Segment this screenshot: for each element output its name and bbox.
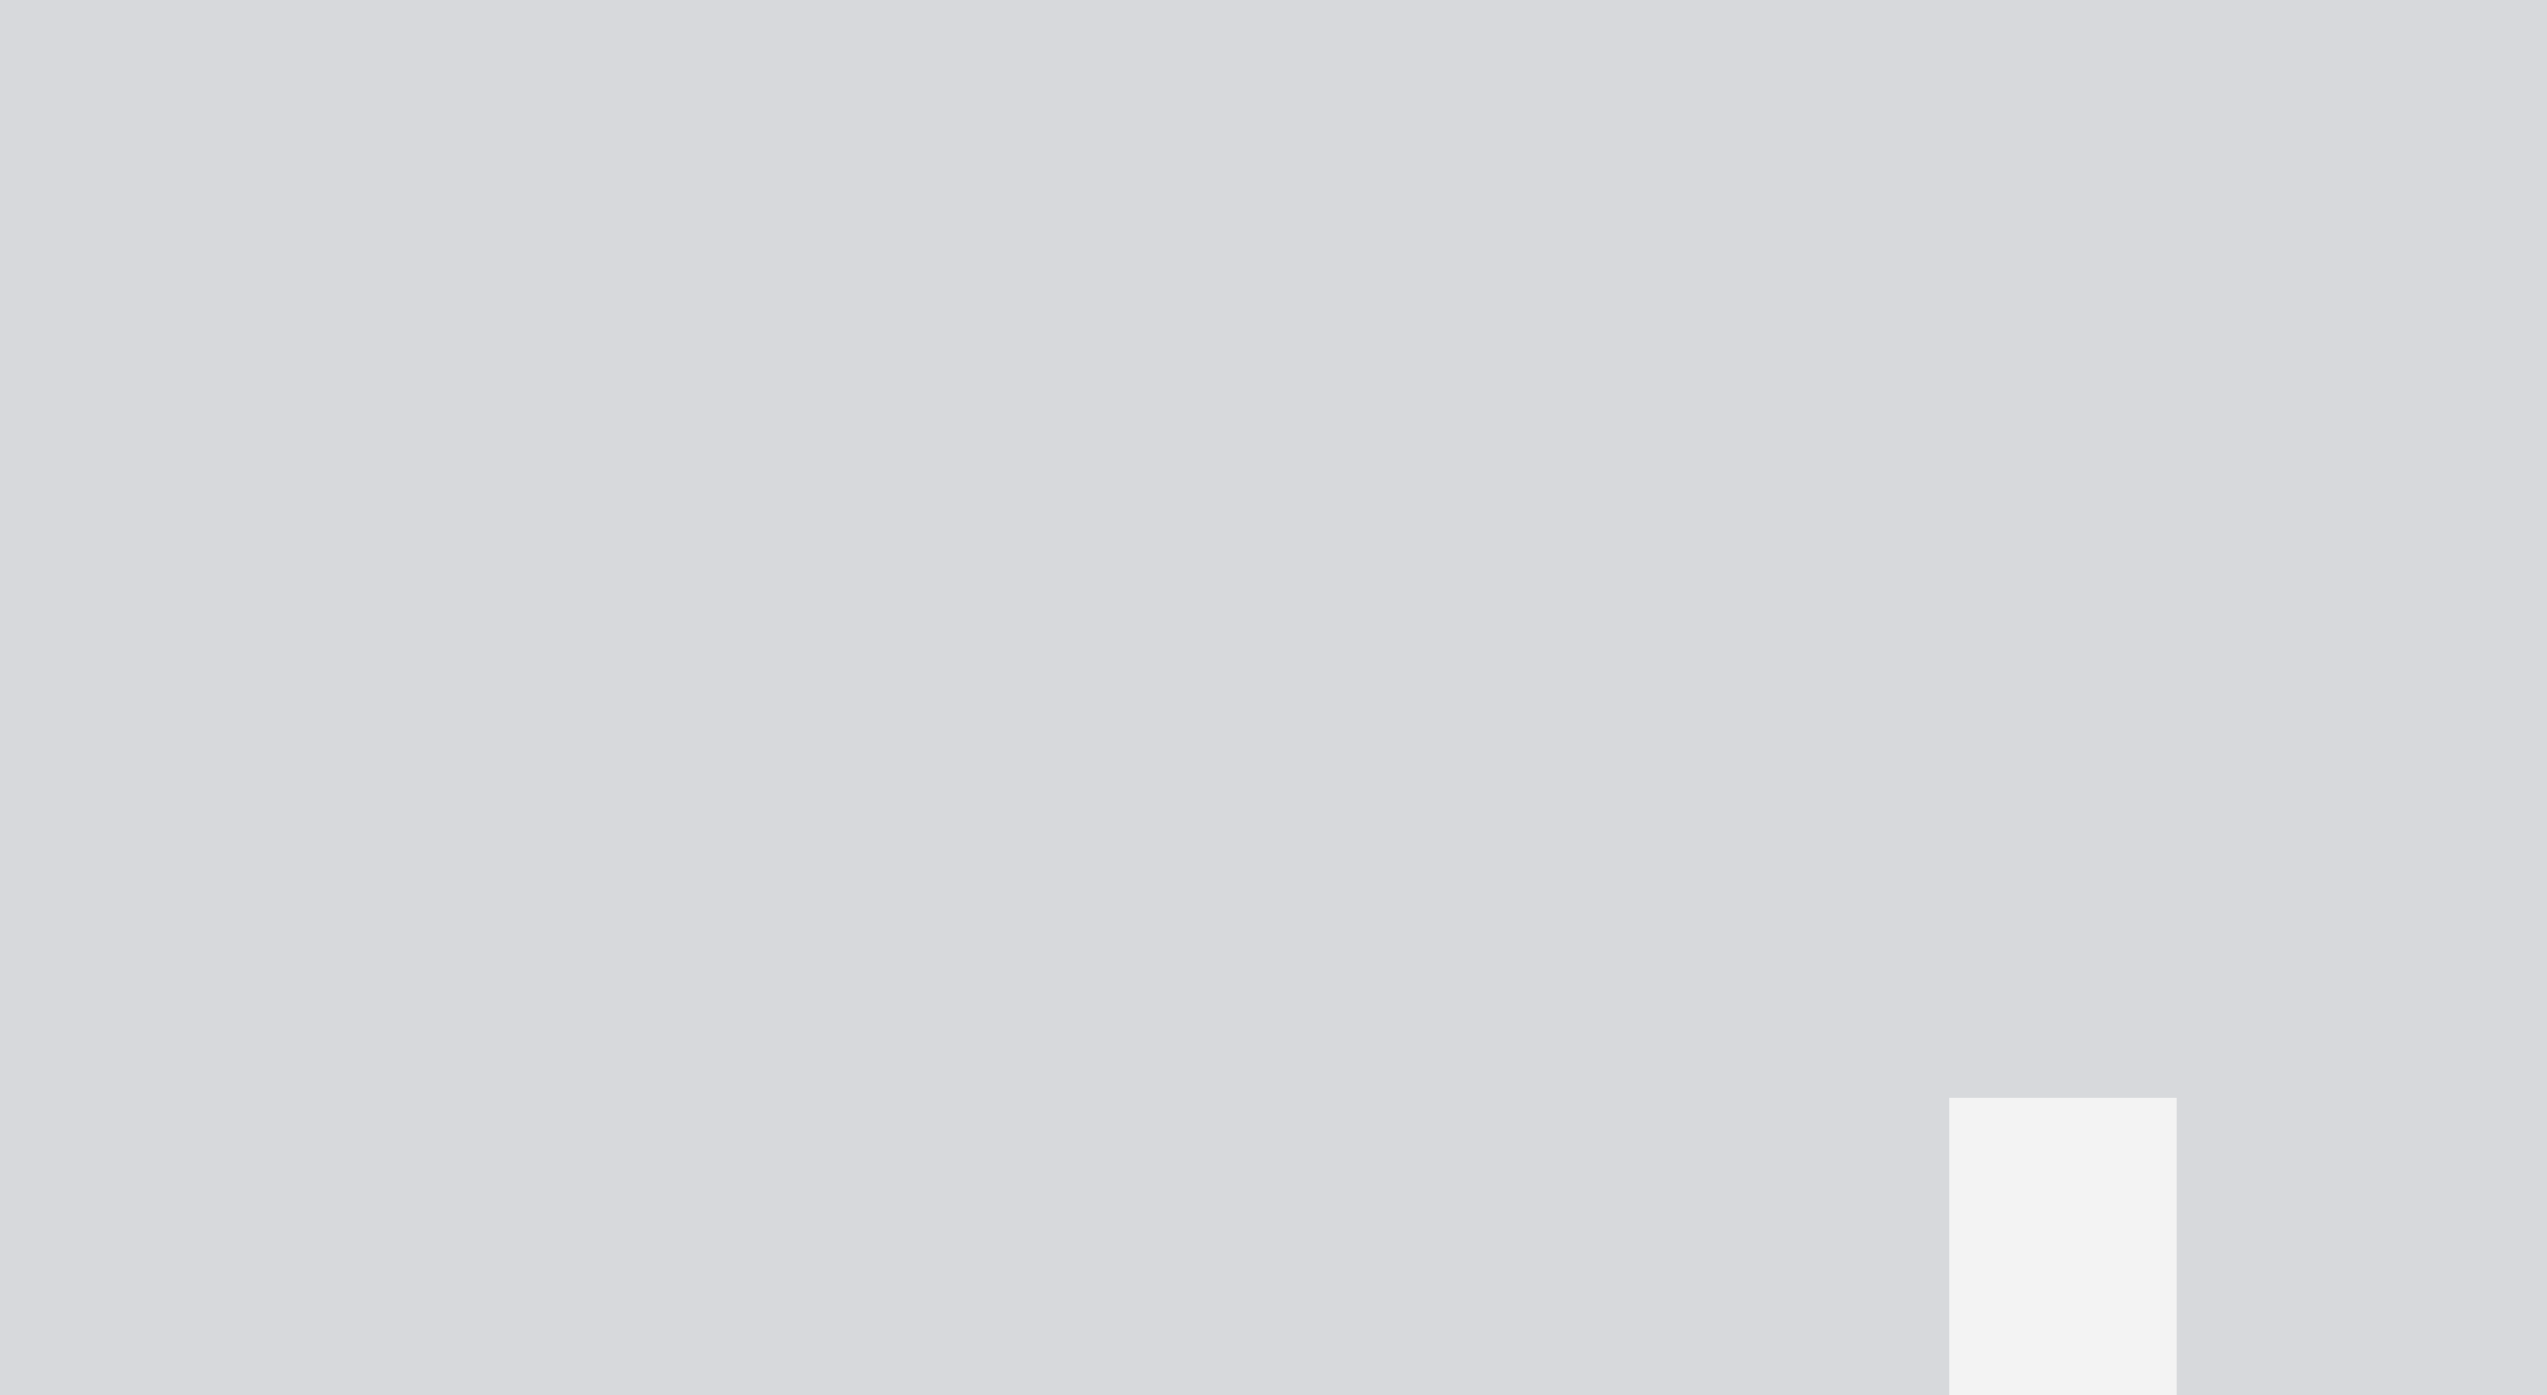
command-window — [1949, 1097, 2177, 1395]
